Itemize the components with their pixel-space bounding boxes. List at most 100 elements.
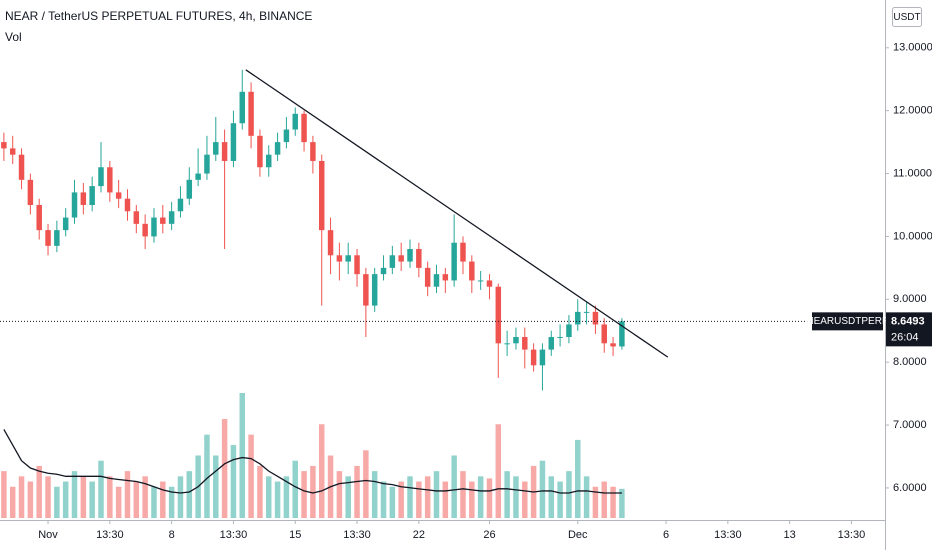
volume-bar [168,486,175,518]
candle-body [107,167,113,193]
candle-body [460,242,466,262]
candle-body [469,261,475,281]
candle-body [407,248,413,262]
candle-body [504,343,510,345]
candle-body [18,154,25,180]
volume-bar [239,393,245,518]
volume-bar [98,460,104,518]
candle-body [336,255,343,262]
volume-bar [107,476,113,518]
volume-bar [433,471,440,518]
candle-body [354,255,360,275]
candle-body [1,142,7,149]
candle-body [575,311,581,325]
candle-body [619,321,625,347]
volume-bar [62,481,69,518]
candle-body [601,324,607,344]
volume-bar [115,486,122,518]
volume-bar [186,471,193,518]
volume-bar [539,460,546,518]
candle-body [557,337,563,339]
candle-body [539,349,546,366]
symbol-label: NEARUSDTPERP [806,316,889,327]
volume-bar [151,486,157,518]
volume-bar [292,460,298,518]
y-tick-label: 12.0000 [893,105,932,117]
candle-body [610,343,616,347]
volume-bar [557,481,563,518]
x-tick-label: 13:30 [220,529,248,541]
volume-bar [54,486,60,518]
volume-bar [160,481,166,518]
candle-body [530,349,537,366]
y-tick-label: 10.0000 [893,230,932,242]
volume-bar [204,434,210,518]
x-tick-label: 13 [784,529,796,541]
candle-body [124,198,131,212]
volume-bar [416,481,422,518]
x-tick-label: 13:30 [343,529,371,541]
volume-bar [230,445,237,518]
volume-bar [407,476,413,518]
candle-body [327,230,334,256]
candle-body [89,186,95,205]
currency-button[interactable] [892,7,922,27]
volume-bar [80,476,87,518]
currency-label: USDT [893,12,920,23]
volume-bar [1,471,7,518]
volume-bar [398,481,404,518]
volume-bar [345,476,351,518]
volume-bar [592,486,599,518]
volume-bar [336,471,343,518]
volume-bar [495,424,502,518]
volume-bar [575,439,581,518]
candle-body [168,211,175,224]
candle-body [133,211,140,224]
candle-body [292,113,298,130]
volume-bar [522,481,528,518]
candle-body [71,192,78,218]
candle-body [213,142,219,155]
candle-body [177,198,184,212]
candle-body [266,154,272,168]
candle-body [9,148,16,155]
volume-bar [71,471,78,518]
volume-bar [566,471,572,518]
candle-body [371,274,378,306]
volume-bar [301,471,307,518]
volume-bar [389,486,396,518]
candle-body [442,274,449,281]
candle-body [195,173,201,180]
volume-bar [266,476,272,518]
candle-body [522,337,528,350]
volume-bar [89,481,95,518]
last-price-box [886,312,932,347]
candle-body [283,129,290,143]
volume-bar [142,476,148,518]
countdown-label: 26:04 [891,331,919,343]
y-tick-label: 7.0000 [893,419,927,431]
candle-body [310,142,316,161]
candle-body [239,91,245,124]
volume-bar [610,486,616,518]
candle-body [186,179,193,199]
candle-body [36,204,42,231]
candle-body [160,217,166,224]
candle-body [151,217,157,237]
volume-bar [451,455,457,518]
candle-body [416,248,422,268]
y-tick-label: 11.0000 [893,167,932,179]
volume-bar [9,486,16,518]
volume-bar [469,481,475,518]
x-tick-label: 13:30 [714,529,742,541]
candle-body [398,255,404,262]
volume-bar [177,476,184,518]
candle-body [318,160,325,231]
y-tick-label: 8.0000 [893,356,927,368]
candle-body [80,192,87,205]
x-tick-label: 26 [483,529,495,541]
candle-body [566,324,572,338]
candle-body [221,142,228,161]
x-tick-label: 22 [413,529,425,541]
